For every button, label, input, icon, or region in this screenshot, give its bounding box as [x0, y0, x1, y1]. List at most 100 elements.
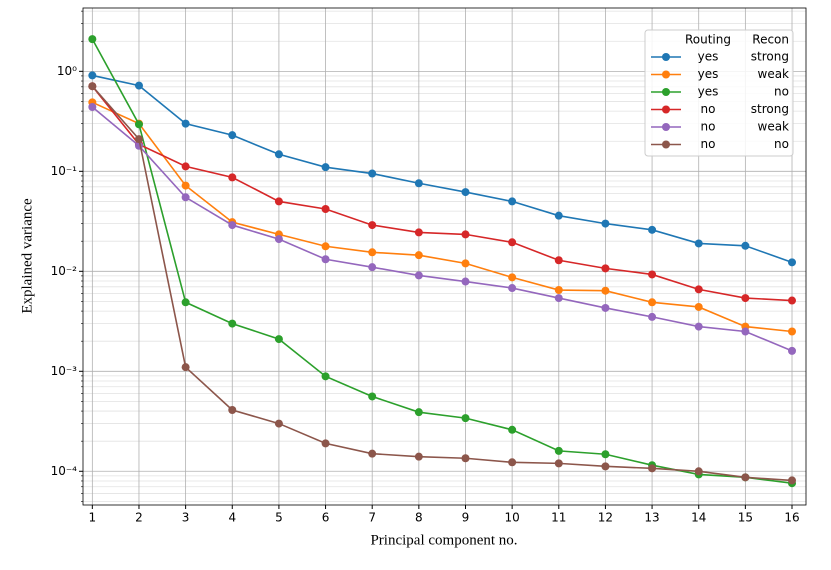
data-point	[788, 296, 797, 305]
legend-recon: no	[774, 85, 789, 99]
x-tick-label: 8	[415, 511, 423, 525]
data-point	[134, 120, 143, 129]
data-point	[181, 119, 190, 128]
data-point	[368, 263, 377, 272]
x-tick-label: 10	[504, 511, 519, 525]
data-point	[601, 303, 610, 312]
data-point	[414, 228, 423, 237]
data-point	[508, 197, 517, 206]
data-point	[461, 259, 470, 268]
data-point	[181, 162, 190, 171]
data-point	[228, 319, 237, 328]
data-point	[321, 372, 330, 381]
data-point	[274, 197, 283, 206]
series-line	[91, 106, 793, 352]
data-point	[741, 473, 750, 482]
data-point	[788, 258, 797, 267]
data-point	[228, 131, 237, 140]
data-point	[414, 179, 423, 188]
data-point	[694, 285, 703, 294]
data-point	[741, 327, 750, 336]
data-point	[181, 193, 190, 202]
legend-marker	[662, 140, 670, 149]
data-point	[554, 459, 563, 468]
x-tick-label: 14	[691, 511, 706, 525]
data-point	[788, 346, 797, 355]
data-point	[414, 408, 423, 417]
data-point	[554, 286, 563, 295]
x-tick-label: 11	[551, 511, 566, 525]
data-point	[741, 294, 750, 303]
legend-routing: no	[701, 102, 716, 116]
legend-header: Recon	[752, 33, 789, 47]
data-point	[741, 241, 750, 250]
data-point	[321, 255, 330, 264]
data-point	[461, 188, 470, 197]
legend-recon: weak	[758, 67, 790, 81]
y-tick-label: 10⁻³	[51, 364, 78, 378]
data-point	[508, 238, 517, 247]
data-point	[601, 264, 610, 273]
x-tick-label: 15	[738, 511, 753, 525]
plot-frame	[82, 7, 807, 506]
data-point	[788, 476, 797, 485]
data-point	[554, 446, 563, 455]
data-point	[134, 81, 143, 90]
data-point	[554, 211, 563, 220]
data-point	[368, 221, 377, 230]
series-line	[91, 101, 793, 333]
data-point	[648, 298, 657, 307]
data-point	[274, 335, 283, 344]
data-point	[134, 135, 143, 144]
data-point	[601, 450, 610, 459]
data-point	[554, 294, 563, 303]
x-tick-label: 3	[182, 511, 190, 525]
legend-marker	[662, 70, 670, 79]
x-tick-label: 7	[368, 511, 376, 525]
legend-routing: yes	[698, 67, 719, 81]
data-point	[274, 235, 283, 244]
series-line	[92, 74, 793, 264]
legend-marker	[662, 53, 670, 61]
data-point	[414, 271, 423, 280]
legend-header: Routing	[685, 33, 731, 47]
data-point	[228, 406, 237, 415]
data-point	[181, 181, 190, 190]
legend-recon: strong	[751, 50, 789, 64]
data-point	[461, 277, 470, 286]
legend-marker	[662, 123, 670, 131]
data-point	[321, 242, 330, 251]
x-tick-label: 5	[275, 511, 283, 525]
data-point	[274, 150, 283, 159]
data-point	[414, 452, 423, 461]
series-line	[91, 85, 793, 482]
data-point	[694, 239, 703, 248]
data-point	[368, 248, 377, 257]
data-point	[601, 286, 610, 295]
legend-recon: weak	[758, 120, 790, 134]
data-point	[461, 454, 470, 463]
data-point	[648, 464, 657, 473]
data-point	[694, 302, 703, 311]
data-point	[508, 273, 517, 282]
data-point	[88, 82, 97, 91]
data-point	[694, 322, 703, 331]
data-point	[88, 102, 97, 111]
data-point	[554, 256, 563, 265]
legend-routing: no	[701, 137, 716, 151]
x-axis-label: Principal component no.	[370, 532, 517, 548]
legend-marker	[662, 105, 670, 114]
legend-recon: strong	[751, 102, 789, 116]
data-point	[508, 284, 517, 293]
legend-routing: yes	[698, 50, 719, 64]
data-point	[321, 204, 330, 213]
data-point	[88, 71, 97, 80]
data-point	[228, 173, 237, 182]
data-point	[274, 419, 283, 428]
data-point	[368, 392, 377, 401]
data-point	[181, 363, 190, 372]
x-tick-label: 12	[598, 511, 613, 525]
data-point	[414, 251, 423, 260]
data-point	[508, 458, 517, 467]
